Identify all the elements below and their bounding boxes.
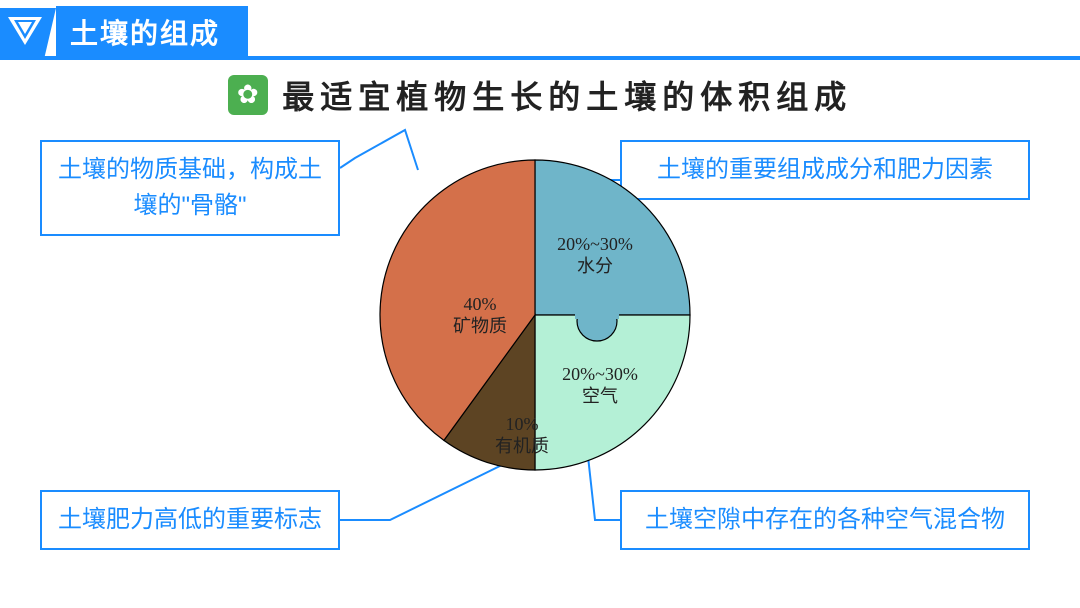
logo-icon xyxy=(0,8,56,56)
svg-text:有机质: 有机质 xyxy=(495,436,549,456)
svg-text:20%~30%: 20%~30% xyxy=(557,234,633,254)
svg-text:10%: 10% xyxy=(506,414,539,434)
pie-chart: 40%矿物质10%有机质20%~30%空气20%~30%水分 xyxy=(370,150,700,480)
header-underline xyxy=(0,55,1080,61)
svg-text:水分: 水分 xyxy=(577,256,613,276)
subtitle: 最适宜植物生长的土壤的体积组成 xyxy=(282,72,852,118)
callout-top-left: 土壤的物质基础，构成土壤的"骨骼" xyxy=(40,140,340,236)
callout-bottom-left: 土壤肥力高低的重要标志 xyxy=(40,490,340,550)
slide: { "header": { "title": "土壤的组成" }, "subti… xyxy=(0,0,1080,608)
svg-text:20%~30%: 20%~30% xyxy=(562,364,638,384)
header-title: 土壤的组成 xyxy=(56,6,248,58)
header-bar: 土壤的组成 xyxy=(0,8,248,56)
subtitle-row: 最适宜植物生长的土壤的体积组成 xyxy=(0,72,1080,118)
svg-text:40%: 40% xyxy=(464,294,497,314)
svg-text:空气: 空气 xyxy=(582,386,618,406)
callout-bottom-right: 土壤空隙中存在的各种空气混合物 xyxy=(620,490,1030,550)
svg-text:矿物质: 矿物质 xyxy=(453,316,507,336)
flower-icon xyxy=(228,75,268,115)
